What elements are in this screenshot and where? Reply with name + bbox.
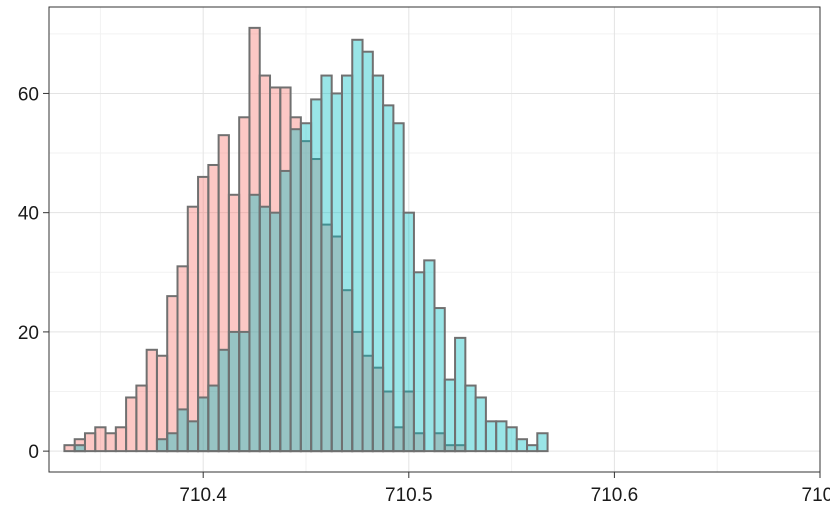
- histogram-bars: [63, 26, 549, 453]
- histogram-bar: [289, 128, 302, 453]
- x-tick-label: 710.5: [385, 485, 433, 506]
- histogram-bar: [155, 354, 169, 453]
- histogram-bar: [402, 211, 415, 453]
- histogram-bar: [104, 432, 117, 453]
- histogram-bar: [207, 384, 220, 453]
- histogram-bar: [114, 426, 128, 453]
- histogram-bar: [310, 98, 323, 453]
- histogram-bar: [515, 438, 529, 453]
- histogram-bar: [125, 396, 138, 453]
- histogram-bar: [176, 408, 189, 453]
- histogram-bar: [464, 384, 477, 453]
- histogram-bar: [186, 205, 200, 453]
- histogram-bar: [155, 438, 169, 453]
- histogram-bar: [526, 444, 539, 453]
- histogram-bar: [320, 74, 333, 453]
- histogram-bar: [361, 50, 374, 453]
- histogram-bar: [495, 420, 508, 453]
- y-tick-label: 60: [18, 84, 39, 105]
- histogram-bar: [217, 348, 230, 453]
- histogram-bar: [248, 193, 261, 453]
- histogram-bar: [454, 336, 467, 453]
- histogram-bar: [474, 396, 487, 453]
- x-tick-label: 710.4: [179, 485, 227, 506]
- histogram-bar: [371, 74, 385, 453]
- histogram-bar: [412, 271, 426, 453]
- y-tick-label: 20: [18, 323, 39, 344]
- histogram-bar: [351, 38, 364, 453]
- histogram-bar: [433, 307, 446, 453]
- histogram-bar: [83, 432, 97, 453]
- histogram-bar: [166, 295, 179, 453]
- histogram-bar: [536, 432, 549, 453]
- histogram-bar: [423, 259, 436, 453]
- histogram-bar: [382, 104, 395, 453]
- histogram-bar: [505, 426, 518, 453]
- histogram-bar: [484, 420, 498, 453]
- histogram-bar: [94, 426, 107, 453]
- axes: 710.4 710.5 710.6 710. 0 20 40 60: [18, 84, 830, 506]
- histogram-bar: [443, 378, 457, 453]
- histogram-bar: [269, 211, 282, 453]
- histogram-bar: [340, 74, 354, 453]
- histogram-bar: [330, 92, 343, 453]
- x-tick-label: 710.: [802, 485, 830, 506]
- histogram-bar: [166, 432, 179, 453]
- histogram-bar: [392, 122, 405, 453]
- series-2: [73, 38, 549, 453]
- histogram-bar: [238, 330, 251, 453]
- histogram-bar: [227, 330, 241, 453]
- series-1: [63, 26, 467, 453]
- panel-border: [48, 6, 821, 473]
- histogram-bar: [299, 122, 313, 453]
- histogram-bar: [279, 169, 292, 453]
- histogram-bar: [63, 444, 76, 453]
- histogram-bar: [258, 205, 272, 453]
- y-tick-label: 40: [18, 204, 39, 225]
- histogram-bar: [145, 348, 158, 453]
- histogram-bar: [135, 384, 148, 453]
- x-tick-label: 710.6: [591, 485, 639, 506]
- y-tick-label: 0: [28, 442, 39, 463]
- histogram-bar: [197, 396, 210, 453]
- histogram-bar: [73, 444, 86, 453]
- histogram-bar: [186, 420, 200, 453]
